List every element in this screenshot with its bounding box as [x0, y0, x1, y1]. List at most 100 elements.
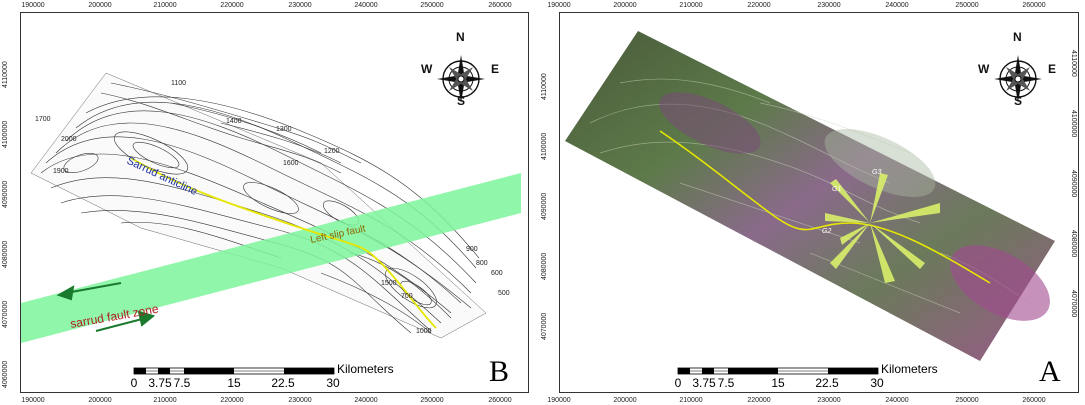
- contour-label: 700: [401, 293, 413, 300]
- x-tick-top: 200000: [88, 2, 112, 9]
- compass-rose-icon: [994, 55, 1042, 103]
- contour-label: 1600: [283, 160, 299, 167]
- x-tick-bottom: 210000: [153, 397, 177, 404]
- x-tick-top: 260000: [1022, 2, 1046, 9]
- x-tick-bottom: 190000: [547, 397, 571, 404]
- fold-rose: [825, 173, 940, 283]
- contour-label: 2000: [61, 136, 77, 143]
- scalebar-tick: 22.5: [815, 376, 839, 390]
- scalebar-tick: 22.5: [271, 376, 295, 390]
- y-tick-left: 4080000: [541, 252, 548, 280]
- map-frame-b: 1100 1300 1200 1700 1400 1600 1900 2000 …: [20, 12, 529, 393]
- x-tick-top: 220000: [220, 2, 244, 9]
- contour-label: 500: [498, 290, 510, 297]
- contour-labels: 1100 1300 1200 1700 1400 1600 1900 2000 …: [35, 80, 510, 335]
- y-tick-right: 4100000: [1070, 110, 1077, 137]
- map-frame-a: G1 G3 G2: [559, 12, 1079, 393]
- x-tick-top: 200000: [613, 2, 637, 9]
- x-tick-bottom: 210000: [679, 397, 703, 404]
- compass-south: S: [1014, 94, 1023, 108]
- panel-label-b: B: [489, 355, 510, 388]
- compass-north: N: [456, 30, 465, 44]
- x-tick-top: 230000: [288, 2, 312, 9]
- scalebar-tick: 15: [227, 376, 241, 390]
- x-tick-bottom: 190000: [21, 397, 45, 404]
- panel-label-a: A: [1039, 355, 1061, 388]
- y-tick-left: 4100000: [541, 132, 548, 160]
- contour-label: 1300: [276, 126, 292, 133]
- x-tick-bottom: 200000: [613, 397, 637, 404]
- scalebar-unit: Kilometers: [337, 362, 394, 376]
- anticline-axis-line: [659, 130, 991, 284]
- x-tick-top: 250000: [420, 2, 444, 9]
- compass-rose-icon: [437, 55, 485, 103]
- x-tick-top: 230000: [817, 2, 841, 9]
- x-tick-top: 240000: [885, 2, 909, 9]
- scalebar-tick: 3.75: [692, 376, 716, 390]
- anticline-axis-line: [130, 157, 437, 329]
- compass-north: N: [1013, 30, 1022, 44]
- scalebar-unit: Kilometers: [881, 362, 938, 376]
- satellite-map-svg: G1 G3 G2: [565, 31, 1055, 375]
- purple-zone: [950, 245, 1050, 321]
- scalebar-tick: 7.5: [717, 376, 735, 390]
- x-tick-bottom: 220000: [747, 397, 771, 404]
- x-tick-top: 260000: [488, 2, 512, 9]
- x-tick-bottom: 250000: [955, 397, 979, 404]
- x-tick-bottom: 230000: [817, 397, 841, 404]
- purple-zone: [659, 92, 761, 154]
- contour-label: 1900: [53, 168, 69, 175]
- scalebar-tick: 0: [674, 376, 682, 390]
- y-tick-left: 4110000: [541, 73, 548, 100]
- fault-zone-band: [21, 173, 521, 343]
- scalebar-tick: 3.75: [148, 376, 172, 390]
- x-tick-top: 190000: [21, 2, 45, 9]
- contour-label: 1100: [171, 80, 186, 87]
- fault-arrows: [56, 282, 156, 332]
- compass-south: S: [457, 94, 466, 108]
- x-tick-bottom: 260000: [488, 397, 512, 404]
- panel-a-satellite-map: G1 G3 G2 190000: [539, 0, 1085, 405]
- y-tick-left: 4060000: [2, 360, 9, 388]
- x-tick-bottom: 230000: [288, 397, 312, 404]
- contour-label: 900: [466, 246, 478, 253]
- x-tick-bottom: 240000: [354, 397, 378, 404]
- scalebar-tick: 7.5: [173, 376, 191, 390]
- x-tick-bottom: 240000: [885, 397, 909, 404]
- y-tick-right: 4090000: [1070, 170, 1077, 197]
- scalebar: [133, 367, 335, 375]
- light-zone: [824, 128, 936, 198]
- contour-label: 1500: [381, 280, 397, 287]
- y-tick-left: 4090000: [2, 180, 9, 208]
- compass-east: E: [491, 62, 500, 76]
- y-tick-left: 4090000: [541, 192, 548, 220]
- y-tick-left: 4110000: [2, 61, 9, 88]
- y-tick-left: 4070000: [541, 312, 548, 340]
- contour-label: 1400: [226, 118, 242, 125]
- y-tick-left: 4100000: [2, 120, 9, 148]
- y-tick-left: 4070000: [2, 300, 9, 328]
- contour-map-svg: 1100 1300 1200 1700 1400 1600 1900 2000 …: [21, 55, 521, 375]
- fold-label-g2: G2: [822, 228, 831, 235]
- scalebar-tick: 15: [771, 376, 785, 390]
- fold-label-g1: G1: [832, 186, 841, 193]
- x-tick-bottom: 260000: [1022, 397, 1046, 404]
- compass-east: E: [1048, 62, 1057, 76]
- compass-west: W: [978, 62, 990, 76]
- scalebar-tick: 30: [870, 376, 884, 390]
- contour-label: 800: [476, 260, 488, 267]
- x-tick-bottom: 250000: [420, 397, 444, 404]
- contour-label: 600: [491, 270, 503, 277]
- contour-label: 1000: [416, 328, 432, 335]
- y-tick-left: 4080000: [2, 240, 9, 268]
- fold-label-g3: G3: [872, 169, 881, 176]
- x-tick-top: 220000: [747, 2, 771, 9]
- contour-label: 1700: [35, 116, 51, 123]
- y-tick-right: 4080000: [1070, 230, 1077, 257]
- compass-west: W: [421, 62, 433, 76]
- x-tick-bottom: 200000: [88, 397, 112, 404]
- x-tick-top: 240000: [354, 2, 378, 9]
- x-tick-top: 250000: [955, 2, 979, 9]
- scalebar-tick: 30: [326, 376, 340, 390]
- x-tick-bottom: 220000: [220, 397, 244, 404]
